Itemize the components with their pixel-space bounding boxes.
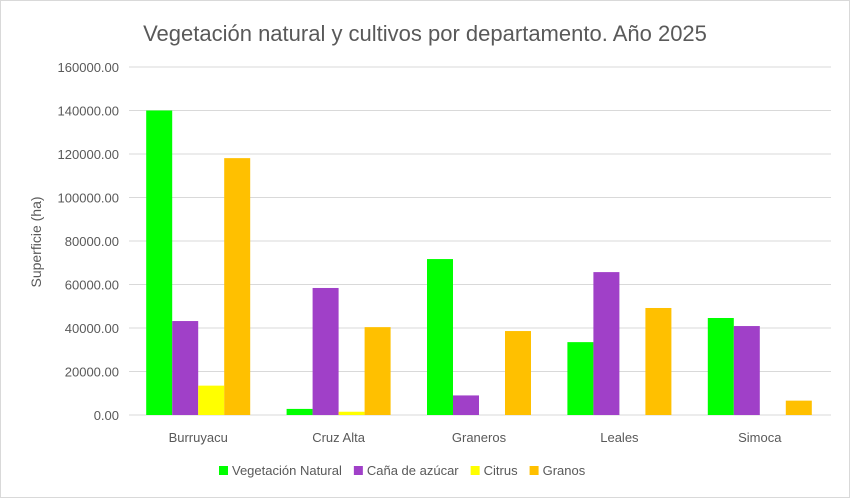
legend-swatch — [353, 466, 363, 475]
y-tick-label: 120000.00 — [58, 147, 119, 162]
legend-label: Citrus — [484, 463, 518, 478]
bar-leales-3 — [645, 307, 672, 415]
bar-graneros-3 — [505, 331, 531, 415]
legend-label: Vegetación Natural — [232, 463, 342, 478]
x-tick-label: Graneros — [452, 430, 507, 445]
y-tick-label: 0.00 — [94, 408, 119, 423]
legend-swatch — [470, 466, 480, 475]
bar-leales-0 — [567, 342, 594, 415]
y-tick-label: 100000.00 — [58, 191, 119, 206]
bar-burruyacu-0 — [146, 110, 173, 415]
bar-graneros-1 — [453, 395, 479, 415]
legend-label: Granos — [543, 463, 586, 478]
bar-cruz-alta-3 — [364, 327, 391, 415]
x-tick-label: Simoca — [738, 430, 782, 445]
bar-simoca-0 — [707, 317, 734, 415]
bar-simoca-3 — [785, 400, 812, 415]
bar-cruz-alta-2 — [338, 411, 365, 415]
bar-burruyacu-3 — [224, 158, 251, 415]
bar-graneros-0 — [427, 259, 453, 415]
legend-label: Caña de azúcar — [367, 463, 459, 478]
y-tick-label: 80000.00 — [65, 234, 119, 249]
legend-swatch — [219, 466, 228, 475]
y-tick-label: 140000.00 — [58, 104, 119, 119]
bar-leales-1 — [593, 272, 620, 415]
y-tick-label: 20000.00 — [65, 365, 119, 380]
x-tick-label: Cruz Alta — [312, 430, 366, 445]
y-tick-label: 60000.00 — [65, 278, 119, 293]
x-tick-label: Burruyacu — [169, 430, 228, 445]
y-axis-label: Superficie (ha) — [28, 196, 44, 287]
y-tick-label: 160000.00 — [58, 60, 119, 75]
legend-swatch — [529, 466, 539, 475]
chart-title: Vegetación natural y cultivos por depart… — [143, 21, 707, 46]
x-tick-label: Leales — [600, 430, 639, 445]
bar-cruz-alta-0 — [286, 408, 313, 415]
bar-simoca-1 — [733, 326, 760, 415]
bar-cruz-alta-1 — [312, 287, 339, 415]
bar-burruyacu-2 — [198, 385, 225, 415]
bar-burruyacu-1 — [172, 321, 199, 415]
y-tick-label: 40000.00 — [65, 321, 119, 336]
